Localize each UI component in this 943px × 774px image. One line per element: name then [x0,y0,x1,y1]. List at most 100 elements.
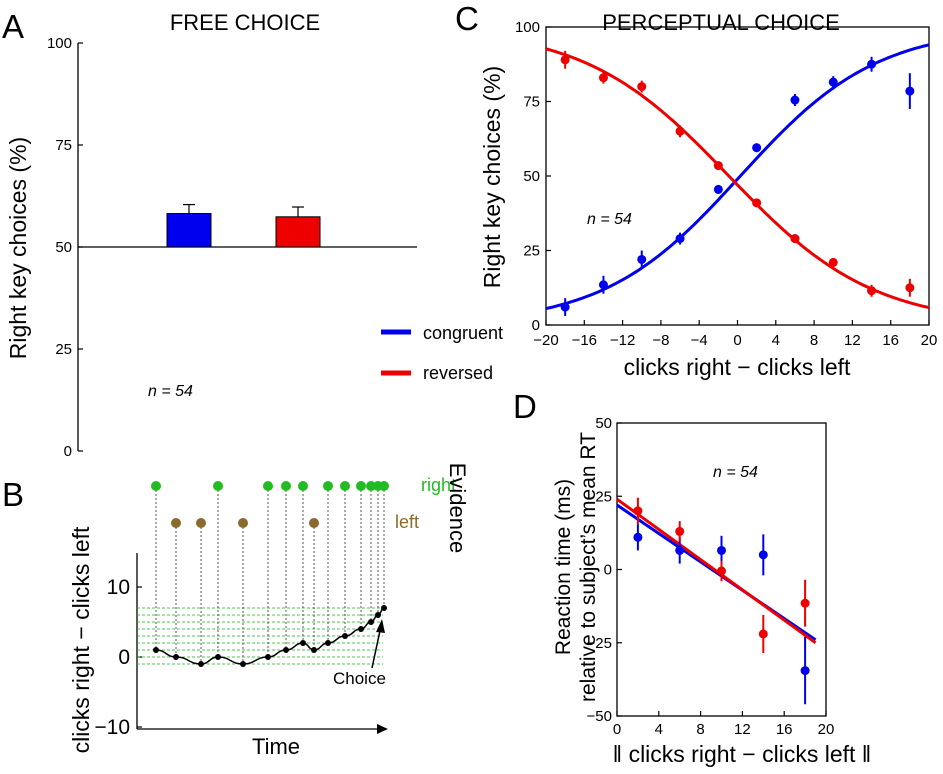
panel-c-xtick-label: −4 [691,332,708,349]
panel-b-left-click [309,518,319,528]
panel-c-point-reversed [752,198,762,208]
panel-d-ylabel-line2: relative to subject’s mean RT [577,432,600,702]
panel-c-point-reversed [713,161,723,171]
panel-b-right-label: right [421,475,456,495]
panel-b-time-arrowhead [377,724,388,734]
panel-c-point-reversed [905,283,915,293]
panel-a-ytick-label: 0 [64,443,72,460]
panel-a-ytick-label: 50 [55,239,72,256]
panel-b-left-click [238,518,248,528]
panel-d-xtick-label: 0 [613,721,621,738]
panel-c-point-reversed [828,257,838,267]
panel-b-choice-arrowhead [376,619,385,633]
panel-c-xtick-label: 20 [921,332,938,349]
panel-c-fit-congruent [545,43,930,311]
panel-c-point-congruent [790,95,800,105]
panel-d-ytick-label: 25 [595,488,612,505]
panel-c-point-reversed [598,73,608,83]
panel-c-ytick-label: 75 [523,94,540,111]
panel-b-right-click [340,481,350,491]
panel-letter-d: D [513,388,537,425]
panel-b-trace-point [342,633,348,639]
panel-b-right-click [356,481,366,491]
legend-reversed-label: reversed [423,363,493,383]
panel-b-trace-point [368,619,374,625]
panel-b-right-click [281,481,291,491]
panel-c-ytick-label: 50 [523,168,540,185]
panel-c-point-reversed [637,82,647,92]
panel-b-ytick-label: 0 [118,646,130,669]
panel-d-fit-reversed [616,497,817,644]
panel-b-trace-point [215,654,221,660]
panel-b-xlabel: Time [252,734,300,759]
panel-a-ytick-label: 100 [47,35,72,52]
panel-b-right-click [298,481,308,491]
panel-b-ytick-label: −10 [94,716,130,739]
panel-c-xtick-label: −20 [533,332,558,349]
panel-c-xtick-label: 0 [733,332,741,349]
panel-b-trace-point [198,661,204,667]
panel-c-point-congruent [713,184,723,194]
panel-d-ylabel-line1: Reaction time (ms) [552,479,575,655]
panel-b-trace-point [265,654,271,660]
panel-b-left-click [171,518,181,528]
panel-a-ytick-label: 75 [55,137,72,154]
panel-d-xtick-label: 4 [655,721,663,738]
panel-d-point-congruent [758,550,768,560]
panel-c-ytick-label: 100 [515,19,540,36]
panel-b-trace-point [358,626,364,632]
panel-c-point-reversed [867,286,877,296]
panel-a-ytick-label: 25 [55,341,72,358]
panel-c-xtick-label: 12 [844,332,861,349]
panel-c-title: PERCEPTUAL CHOICE [602,10,840,35]
panel-c-point-congruent [560,302,570,312]
panel-d-n-label: n = 54 [713,464,758,481]
panel-b-right-click [366,481,376,491]
panel-d-xtick-label: 12 [734,721,751,738]
panel-d-point-congruent [717,545,726,555]
legend: congruent reversed [381,323,503,383]
panel-c-xtick-label: −16 [572,332,597,349]
panel-c-point-congruent [675,234,685,244]
panel-b-trace-point [381,605,387,611]
panel-c-xtick-label: −12 [610,332,635,349]
panel-b-trace-point [300,640,306,646]
panel-c-point-congruent [828,77,838,87]
panel-c-xtick-label: 16 [882,332,899,349]
panel-a: FREE CHOICE Right key choices (%) 0 25 50 7… [5,10,417,460]
legend-congruent-label: congruent [423,323,503,343]
panel-c-point-congruent [637,254,647,264]
panel-a-n-label: n = 54 [148,383,193,400]
panel-d-xtick-label: 20 [818,721,835,738]
panel-d-point-reversed [675,526,685,536]
panel-d-ytick-label: 50 [595,415,612,432]
panel-c: PERCEPTUAL CHOICE Right key choices (%) … [479,10,937,380]
panel-d-point-congruent [675,545,685,555]
panel-c-ytick-label: 25 [523,243,540,260]
panel-b-right-click [213,481,223,491]
panel-b-trace-point [375,612,381,618]
panel-d-point-reversed [717,566,726,576]
panel-b-trace-point [311,647,317,653]
panel-c-n-label: n = 54 [587,211,632,228]
panel-b-choice-arrow [371,625,382,669]
panel-c-point-congruent [905,86,915,96]
panel-b-right-click [151,481,161,491]
panel-d-xtick-label: 8 [696,721,704,738]
panel-b-trace-point [283,647,289,653]
panel-a-bar-congruent [166,213,212,248]
panel-d-ytick-label: −25 [587,635,612,652]
panel-d-ytick-label: 0 [604,562,612,579]
panel-b-evidence-label: Evidence [445,463,470,554]
panel-d: Reaction time (ms) relative to subject’s… [552,415,871,767]
panel-c-xtick-label: 8 [810,332,818,349]
panel-c-ytick-label: 0 [532,317,540,334]
panel-b-trace-point [325,640,331,646]
panel-b-right-click [263,481,273,491]
panel-c-xlabel: clicks right − clicks left [624,354,851,380]
panel-b-trace-point [240,661,246,667]
panel-b-trace-point [153,647,159,653]
panel-a-ylabel: Right key choices (%) [5,137,31,359]
